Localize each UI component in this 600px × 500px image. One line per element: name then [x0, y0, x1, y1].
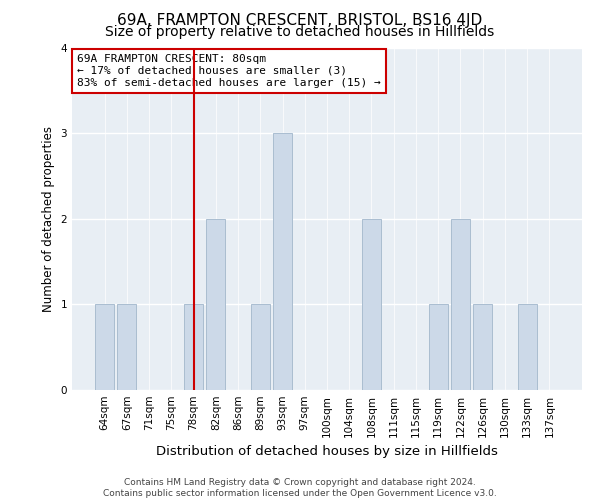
Bar [251, 304, 270, 390]
Bar [95, 304, 114, 390]
Bar [473, 304, 492, 390]
X-axis label: Distribution of detached houses by size in Hillfields: Distribution of detached houses by size … [156, 446, 498, 458]
Bar [206, 219, 225, 390]
Bar [518, 304, 536, 390]
Text: 69A, FRAMPTON CRESCENT, BRISTOL, BS16 4JD: 69A, FRAMPTON CRESCENT, BRISTOL, BS16 4J… [118, 12, 482, 28]
Bar [362, 219, 381, 390]
Text: Contains HM Land Registry data © Crown copyright and database right 2024.
Contai: Contains HM Land Registry data © Crown c… [103, 478, 497, 498]
Bar [273, 133, 292, 390]
Bar [184, 304, 203, 390]
Y-axis label: Number of detached properties: Number of detached properties [42, 126, 55, 312]
Text: 69A FRAMPTON CRESCENT: 80sqm
← 17% of detached houses are smaller (3)
83% of sem: 69A FRAMPTON CRESCENT: 80sqm ← 17% of de… [77, 54, 381, 88]
Bar [118, 304, 136, 390]
Text: Size of property relative to detached houses in Hillfields: Size of property relative to detached ho… [106, 25, 494, 39]
Bar [429, 304, 448, 390]
Bar [451, 219, 470, 390]
